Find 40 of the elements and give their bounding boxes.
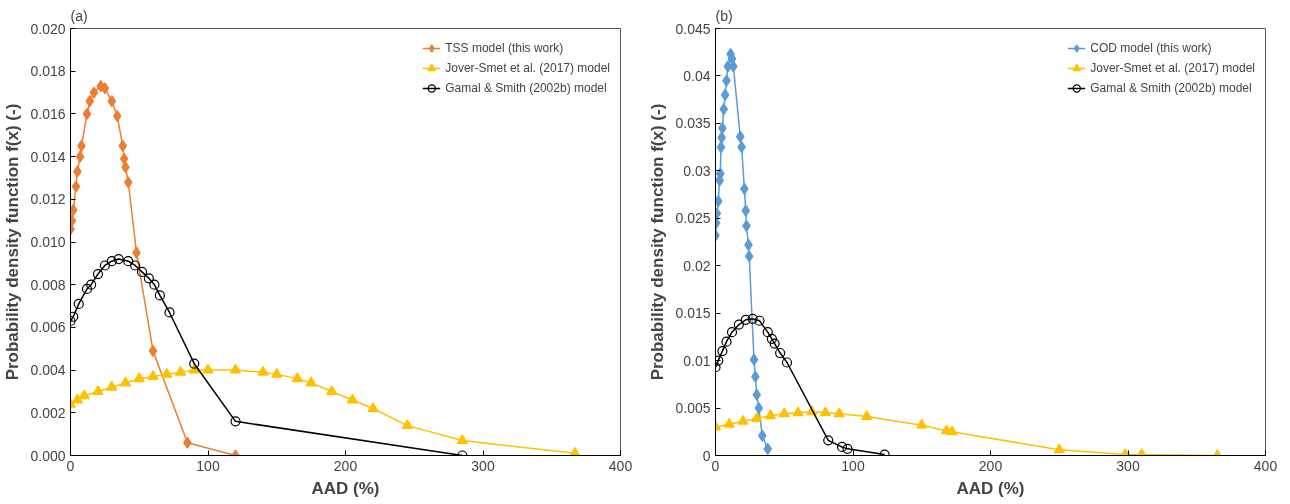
y-tick-label: 0.016 [30, 105, 66, 122]
y-tick-label: 0.03 [683, 162, 711, 179]
y-tick-label: 0.008 [30, 276, 66, 293]
x-tick-label: 100 [196, 457, 220, 474]
legend-label: Jover-Smet et al. (2017) model [445, 61, 610, 75]
y-tick-label: 0.002 [30, 404, 66, 421]
legend-label: COD model (this work) [1090, 41, 1212, 55]
x-tick-label: 300 [471, 457, 495, 474]
y-tick-label: 0.035 [675, 115, 711, 132]
y-tick-label: 0.004 [30, 362, 66, 379]
legend-label: TSS model (this work) [445, 41, 564, 55]
y-tick-label: 0.000 [30, 447, 66, 464]
x-tick-label: 100 [841, 457, 865, 474]
chart-title: (a) [70, 7, 88, 24]
y-tick-label: 0.006 [30, 319, 66, 336]
y-tick-label: 0.010 [30, 234, 66, 250]
y-tick-label: 0.020 [30, 20, 66, 37]
x-tick-label: 400 [1253, 457, 1278, 474]
y-tick-label: 0.014 [30, 148, 66, 165]
y-tick-label: 0.01 [683, 352, 711, 369]
x-tick-label: 200 [333, 457, 358, 474]
x-axis-title: AAD (%) [956, 478, 1025, 498]
y-tick-label: 0.018 [30, 63, 66, 80]
x-tick-label: 400 [608, 457, 633, 474]
legend-label: Gamal & Smith (2002b) model [445, 81, 607, 95]
y-tick-label: 0.005 [675, 400, 711, 417]
y-tick-label: 0.012 [30, 191, 66, 208]
x-tick-label: 300 [1116, 457, 1140, 474]
y-tick-label: 0.015 [675, 305, 711, 322]
legend-label: Jover-Smet et al. (2017) model [1090, 61, 1255, 75]
y-axis-title: Probability density function f(x) (-) [648, 103, 668, 381]
y-tick-label: 0.04 [683, 67, 711, 84]
legend-label: Gamal & Smith (2002b) model [1090, 81, 1252, 95]
y-tick-label: 0.045 [675, 20, 711, 37]
chart-title: (b) [715, 7, 733, 24]
y-tick-label: 0.02 [683, 257, 711, 274]
y-axis-title: Probability density function f(x) (-) [3, 103, 23, 381]
y-tick-label: 0.025 [675, 210, 711, 227]
x-axis-title: AAD (%) [311, 478, 380, 498]
x-tick-label: 200 [978, 457, 1003, 474]
